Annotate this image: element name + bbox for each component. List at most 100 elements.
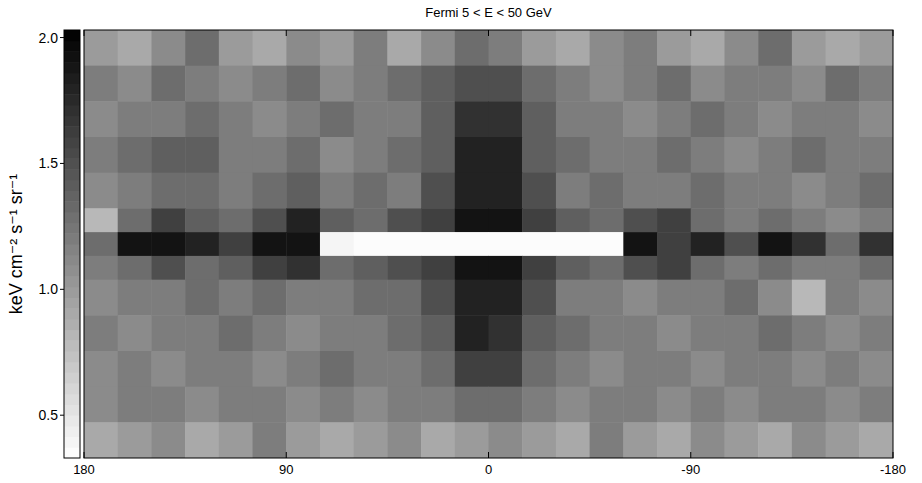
cell — [387, 137, 421, 173]
cell — [522, 280, 556, 316]
cell — [84, 137, 118, 173]
cell — [84, 173, 118, 209]
cell — [758, 280, 792, 316]
cell — [185, 351, 219, 387]
colorbar-step — [64, 362, 80, 373]
cell — [421, 137, 455, 173]
cell — [724, 208, 758, 232]
cell — [826, 66, 860, 102]
cell — [826, 101, 860, 137]
cell — [758, 256, 792, 280]
colorbar-step — [64, 447, 80, 458]
cell — [724, 101, 758, 137]
cell — [522, 422, 556, 458]
cell — [522, 208, 556, 232]
cell — [623, 387, 657, 423]
cell — [623, 101, 657, 137]
cell — [118, 173, 152, 209]
cell — [286, 256, 320, 280]
cell — [859, 208, 893, 232]
cell — [219, 387, 253, 423]
cell — [826, 351, 860, 387]
colorbar-step — [64, 383, 80, 394]
cell — [84, 280, 118, 316]
x-tick-label: -90 — [681, 462, 700, 477]
cell — [691, 422, 725, 458]
cell — [387, 256, 421, 280]
cell — [657, 422, 691, 458]
cell — [522, 101, 556, 137]
colorbar-frame — [64, 30, 80, 458]
cell — [455, 208, 489, 232]
cell — [758, 30, 792, 66]
cell — [320, 422, 354, 458]
cell — [253, 256, 287, 280]
cell — [185, 173, 219, 209]
cell — [489, 101, 523, 137]
cell — [691, 137, 725, 173]
cell — [522, 232, 556, 256]
cell — [84, 387, 118, 423]
cell — [219, 66, 253, 102]
cell — [387, 351, 421, 387]
cell — [354, 351, 388, 387]
colorbar-step — [64, 30, 80, 41]
cell — [253, 387, 287, 423]
chart: Fermi 5 < E < 50 GeV180900-90-1802.01.51… — [0, 0, 922, 483]
cell — [286, 351, 320, 387]
cell — [286, 280, 320, 316]
cell — [84, 30, 118, 66]
cell — [286, 315, 320, 351]
x-tick-label: 0 — [485, 462, 492, 477]
cell — [320, 387, 354, 423]
colorbar-step — [64, 394, 80, 405]
colorbar-step — [64, 73, 80, 84]
x-tick — [893, 452, 894, 458]
cell — [657, 208, 691, 232]
cell — [758, 422, 792, 458]
cell — [387, 101, 421, 137]
cell — [387, 315, 421, 351]
colorbar-tick-label: 1.0 — [39, 281, 59, 297]
colorbar-step — [64, 351, 80, 362]
cell — [623, 173, 657, 209]
colorbar-step — [64, 201, 80, 212]
cell — [354, 101, 388, 137]
cell — [724, 137, 758, 173]
cell — [253, 232, 287, 256]
cell — [691, 66, 725, 102]
cell — [118, 66, 152, 102]
x-tick — [286, 452, 287, 458]
cell — [489, 208, 523, 232]
cell — [320, 66, 354, 102]
cell — [489, 387, 523, 423]
cell — [792, 256, 826, 280]
colorbar-tick — [60, 289, 64, 290]
cell — [623, 66, 657, 102]
cell — [522, 315, 556, 351]
colorbar-step — [64, 105, 80, 116]
cell — [489, 173, 523, 209]
cell — [286, 422, 320, 458]
cell — [286, 30, 320, 66]
cell — [623, 208, 657, 232]
cell — [792, 387, 826, 423]
cell — [151, 232, 185, 256]
cell — [590, 387, 624, 423]
colorbar-step — [64, 212, 80, 223]
cell — [84, 351, 118, 387]
cell — [387, 66, 421, 102]
cell — [489, 30, 523, 66]
cell — [859, 30, 893, 66]
cell — [84, 315, 118, 351]
cell — [253, 173, 287, 209]
cell — [556, 256, 590, 280]
cell — [219, 208, 253, 232]
colorbar-label: keV cm⁻² s⁻¹ sr⁻¹ — [6, 174, 26, 315]
x-tick — [488, 30, 489, 36]
cell — [421, 30, 455, 66]
colorbar-step — [64, 148, 80, 159]
cell — [320, 315, 354, 351]
cell — [657, 351, 691, 387]
cell — [522, 256, 556, 280]
